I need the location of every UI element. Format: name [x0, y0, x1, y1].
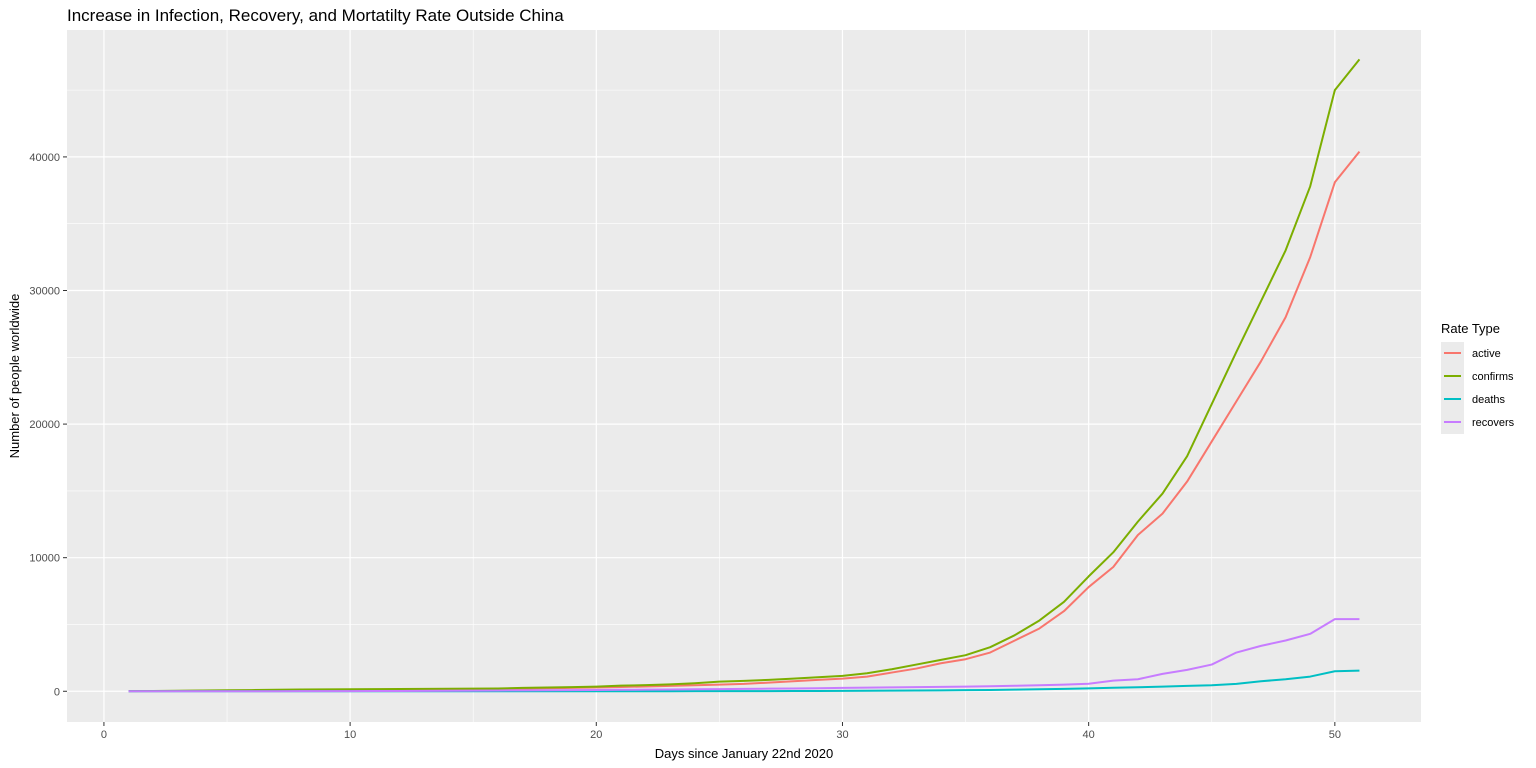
minor-gridlines	[67, 30, 1421, 722]
panel-background	[67, 30, 1421, 722]
x-tick-label: 30	[836, 729, 848, 741]
legend-items: active confirms deaths recovers	[1441, 342, 1531, 434]
legend-label-active: active	[1472, 347, 1501, 360]
y-axis: 0 10000 20000 30000 40000	[29, 152, 67, 698]
x-tick-label: 40	[1083, 729, 1095, 741]
legend: Rate Type active confirms deaths recovers	[1441, 321, 1531, 434]
legend-swatch-deaths	[1444, 398, 1461, 400]
y-tick-label: 20000	[29, 419, 60, 431]
legend-key-active	[1441, 342, 1464, 365]
x-axis-title: Days since January 22nd 2020	[655, 746, 834, 761]
series-line-confirms	[128, 58, 1361, 693]
x-tick-label: 10	[344, 729, 356, 741]
y-axis-title: Number of people worldwide	[7, 294, 22, 459]
chart-title: Increase in Infection, Recovery, and Mor…	[67, 6, 564, 25]
legend-item-recovers: recovers	[1441, 411, 1531, 434]
legend-swatch-recovers	[1444, 421, 1461, 423]
legend-swatch-confirms	[1444, 375, 1461, 377]
legend-item-active: active	[1441, 342, 1531, 365]
legend-label-confirms: confirms	[1472, 370, 1514, 383]
y-tick-label: 0	[54, 686, 60, 698]
y-tick-label: 10000	[29, 553, 60, 565]
y-tick-label: 30000	[29, 286, 60, 298]
x-tick-label: 0	[101, 729, 107, 741]
legend-item-confirms: confirms	[1441, 365, 1531, 388]
legend-item-deaths: deaths	[1441, 388, 1531, 411]
legend-key-deaths	[1441, 388, 1464, 411]
series-lines	[128, 58, 1361, 693]
legend-label-recovers: recovers	[1472, 416, 1515, 429]
legend-key-confirms	[1441, 365, 1464, 388]
legend-key-recovers	[1441, 411, 1464, 434]
x-tick-label: 50	[1329, 729, 1341, 741]
legend-title: Rate Type	[1441, 321, 1501, 336]
series-line-recovers	[128, 618, 1360, 693]
legend-swatch-active	[1444, 352, 1461, 354]
x-axis: 0 10 20 30 40 50	[101, 722, 1341, 741]
x-tick-label: 20	[590, 729, 602, 741]
legend-label-deaths: deaths	[1472, 393, 1506, 406]
y-tick-label: 40000	[29, 152, 60, 164]
